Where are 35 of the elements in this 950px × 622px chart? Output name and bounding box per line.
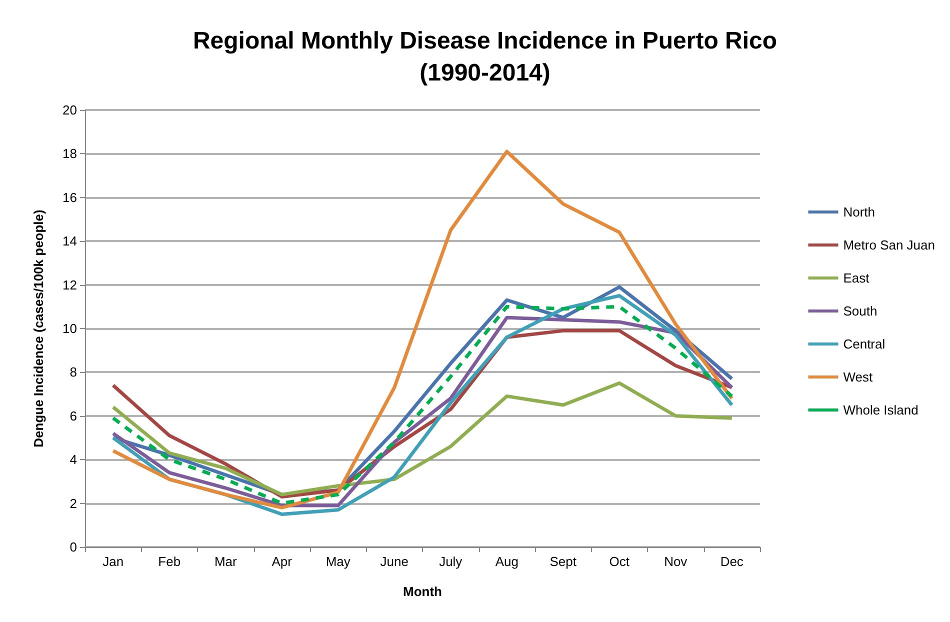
- legend-label: Central: [843, 336, 886, 352]
- legend-label: South: [843, 304, 878, 318]
- y-tick-label: 20: [62, 102, 77, 118]
- y-tick-label: 2: [70, 496, 77, 511]
- chart-title: Regional Monthly Disease Incidence in Puerto Rico (1990-2014): [192, 28, 778, 86]
- x-axis-title: Month: [403, 584, 442, 599]
- y-axis-title: Dengue Incidence (cases/100k people): [31, 210, 46, 448]
- x-tick-label: Dec: [720, 554, 744, 569]
- legend-label: West: [843, 370, 873, 384]
- x-tick-label: Mar: [214, 554, 238, 569]
- x-tick-label: May: [326, 554, 351, 569]
- x-tick-label: Apr: [272, 554, 293, 569]
- x-tick-label: Sept: [550, 554, 577, 569]
- legend-label: Metro San Juan: [843, 238, 936, 252]
- legend-label: East: [843, 270, 870, 286]
- x-tick-label: Aug: [495, 554, 518, 569]
- x-tick-label: Oct: [609, 554, 630, 569]
- y-tick-label: 6: [70, 408, 77, 424]
- y-tick-label: 8: [70, 364, 77, 380]
- y-tick-label: 0: [70, 540, 77, 554]
- x-tick-label: June: [380, 554, 408, 569]
- y-tick-label: 18: [62, 146, 77, 162]
- y-tick-label: 4: [70, 452, 77, 468]
- line-series: [111, 381, 734, 496]
- legend-label: North: [843, 204, 876, 220]
- y-tick-label: 10: [62, 321, 77, 336]
- y-tick-label: 14: [62, 234, 77, 249]
- y-tick-label: 16: [62, 190, 77, 205]
- x-tick-label: Feb: [158, 554, 181, 569]
- legend-label: Whole Island: [843, 402, 918, 418]
- x-tick-label: Jan: [102, 554, 124, 569]
- line-series: [111, 150, 734, 510]
- y-tick-label: 12: [62, 277, 77, 292]
- x-tick-label: Nov: [664, 554, 688, 569]
- x-tick-label: July: [439, 554, 463, 569]
